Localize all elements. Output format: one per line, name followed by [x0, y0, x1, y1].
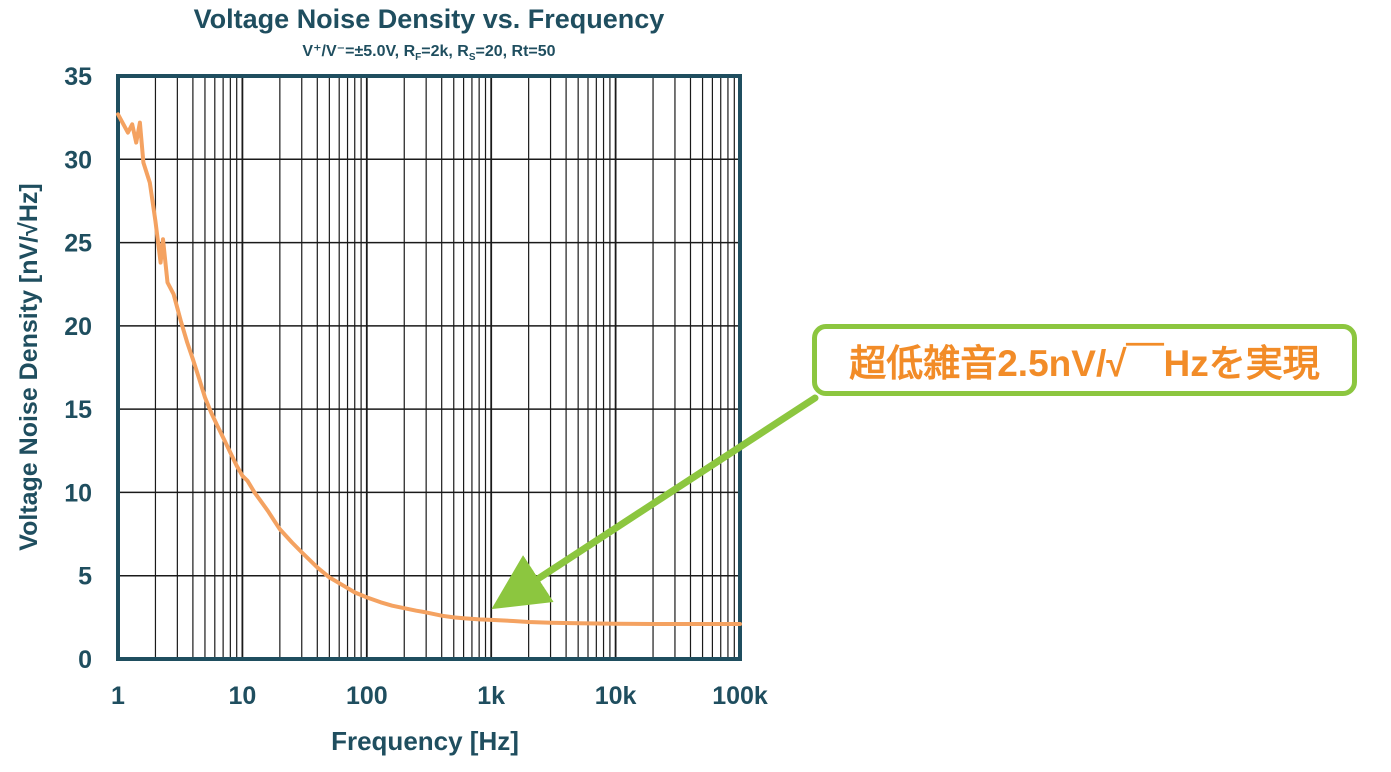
x-tick-label: 1 — [111, 682, 125, 710]
subtitle-separator: , — [394, 43, 404, 60]
series-layer — [116, 112, 742, 626]
annotation-arrow-line — [491, 394, 819, 610]
y-tick-label: 30 — [64, 146, 92, 174]
x-tick-labels: 1 10 100 1k 10k 100k — [111, 682, 768, 710]
subtitle-rt: Rt=50 — [511, 43, 556, 60]
annotation-text: 超低雑音2.5nV/√￣Hzを実現 — [849, 343, 1320, 384]
y-tick-labels: 0 5 10 15 20 25 30 35 — [64, 63, 92, 674]
major-gridlines — [117, 75, 741, 660]
y-tick-label: 35 — [64, 63, 92, 91]
subtitle-rs-value: =20 — [475, 43, 503, 60]
x-tick-label: 1k — [477, 682, 505, 710]
y-tick-label: 0 — [78, 646, 92, 674]
chart-subtitle: V⁺/V⁻=±5.0V, RF=2k, RS=20, Rt=50 — [118, 41, 740, 63]
y-axis-label: Voltage Noise Density [nV/√Hz] — [15, 183, 43, 550]
noise-density-series-line — [116, 112, 742, 626]
subtitle-separator: , — [502, 43, 512, 60]
subtitle-supply: V⁺/V⁻=±5.0V — [302, 43, 395, 60]
y-tick-label: 15 — [64, 396, 92, 424]
y-tick-label: 10 — [64, 479, 92, 507]
y-tick-label: 20 — [64, 313, 92, 341]
subtitle-rs-sub: S — [468, 52, 476, 64]
subtitle-rs-label: R — [457, 43, 469, 60]
x-tick-label: 100 — [346, 682, 388, 710]
annotation-callout: 超低雑音2.5nV/√￣Hzを実現 — [812, 324, 1357, 396]
x-axis-label: Frequency [Hz] — [331, 726, 519, 756]
subtitle-rf-value: =2k — [421, 43, 449, 60]
y-tick-label: 25 — [64, 230, 92, 258]
y-tick-label: 5 — [78, 563, 92, 591]
plot-frame — [116, 74, 742, 661]
x-tick-label: 100k — [712, 682, 768, 710]
x-tick-label: 10k — [595, 682, 637, 710]
subtitle-rf-label: R — [403, 43, 416, 60]
chart-title: Voltage Noise Density vs. Frequency — [193, 4, 665, 34]
subtitle-rf-sub: F — [415, 52, 422, 64]
minor-gridlines — [154, 76, 735, 659]
annotation-arrow — [491, 394, 819, 610]
x-tick-label: 10 — [228, 682, 256, 710]
subtitle-separator: , — [448, 43, 458, 60]
